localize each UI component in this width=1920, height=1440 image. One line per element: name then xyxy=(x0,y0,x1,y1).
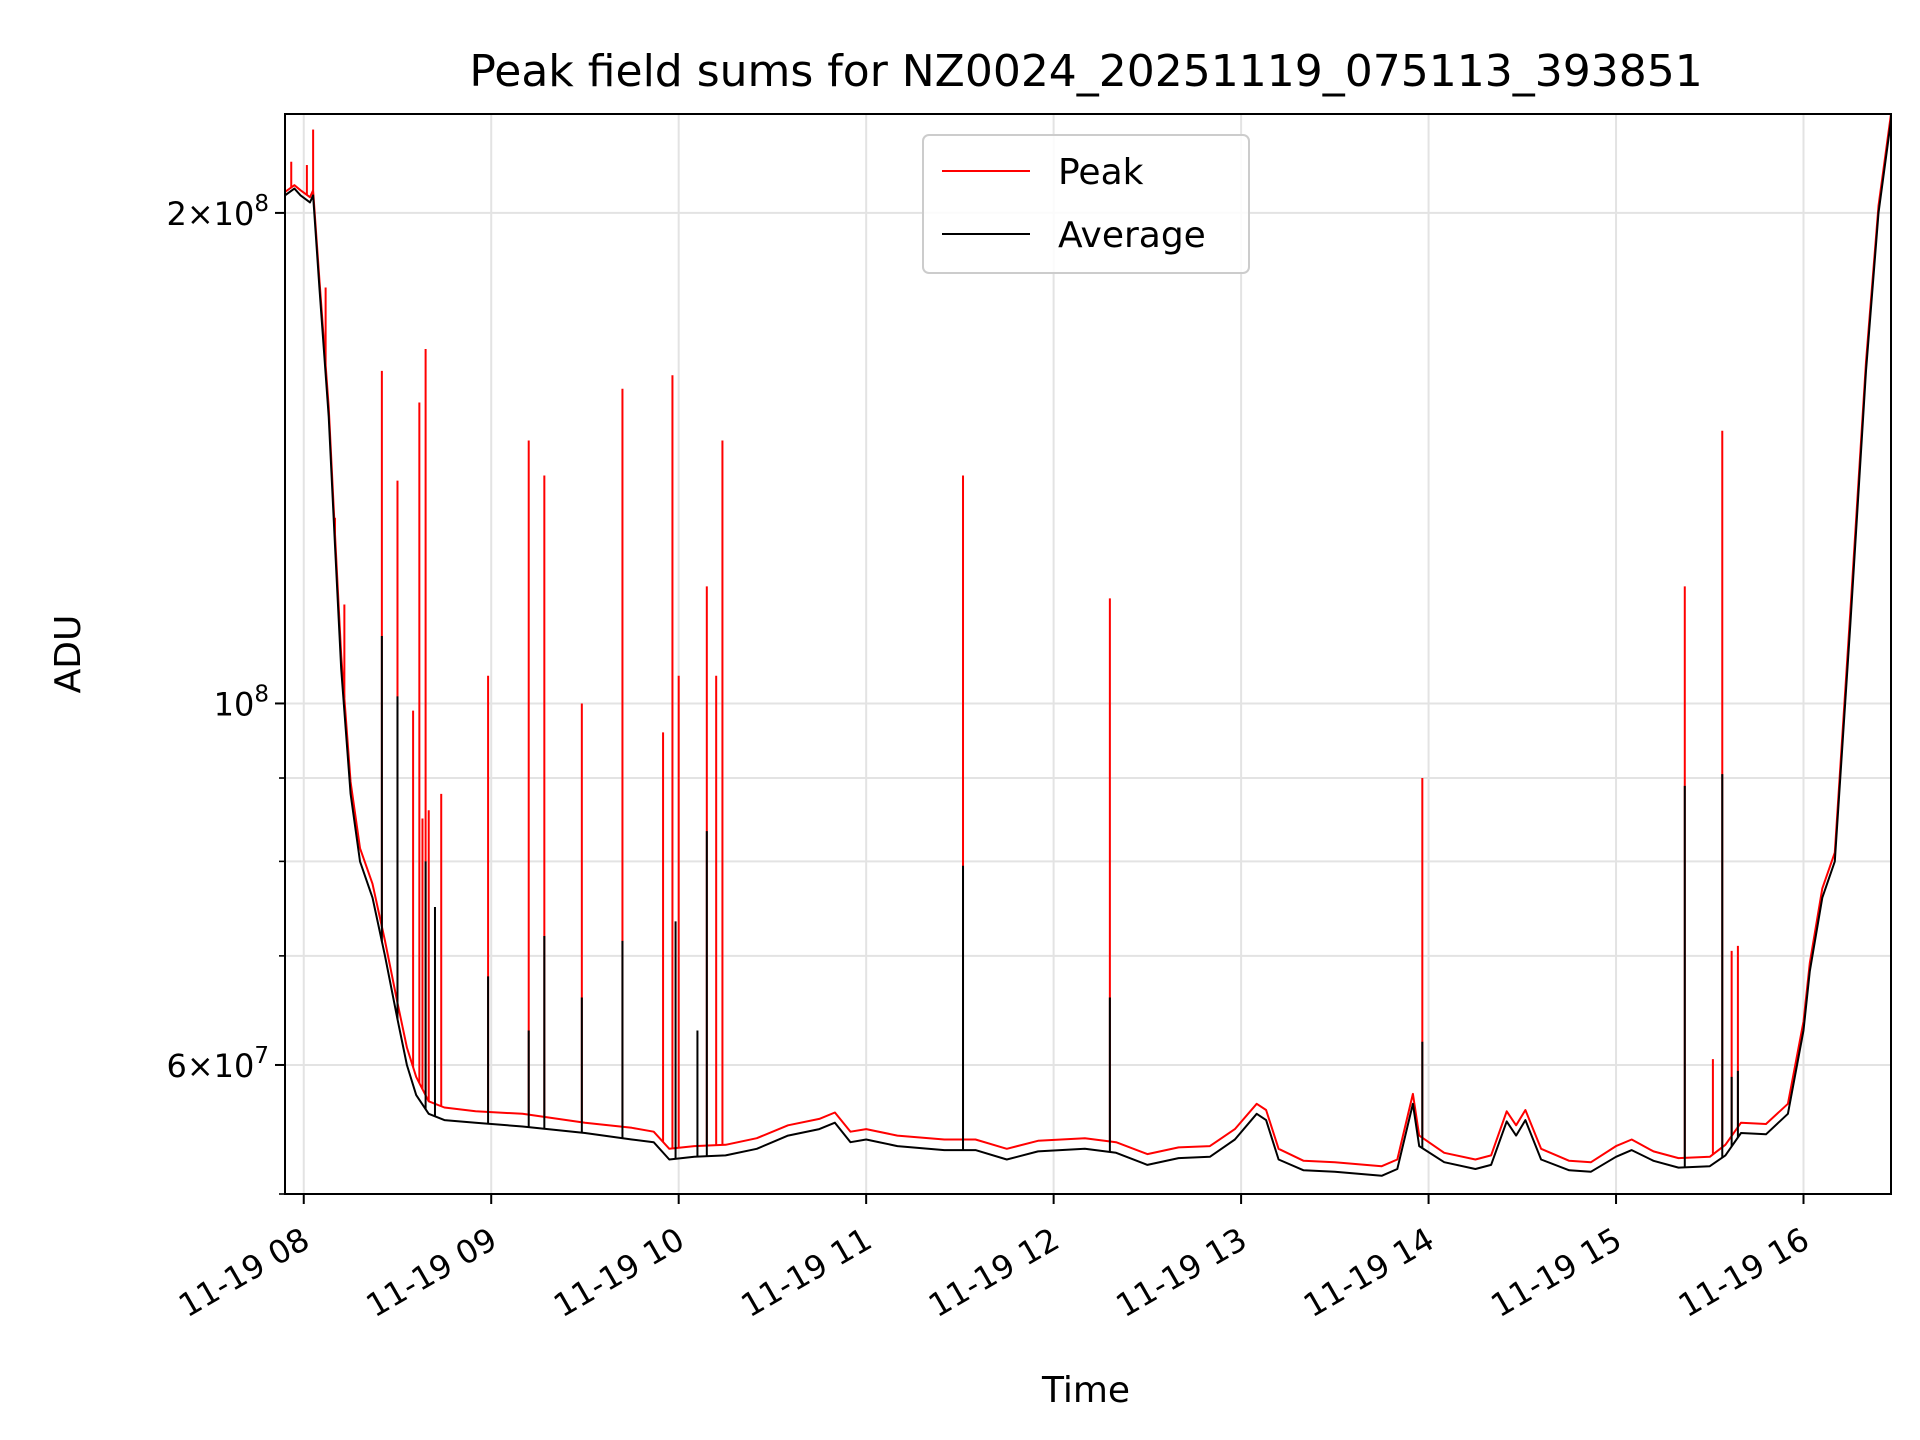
plot-frame xyxy=(284,113,1892,1195)
plot-area xyxy=(285,114,1891,1177)
legend-label-peak: Peak xyxy=(1058,152,1144,193)
peak-series-line xyxy=(285,114,1891,1168)
average-series-line xyxy=(285,120,1891,1177)
y-tick-label: 6×107 xyxy=(166,1043,269,1085)
y-tick-label: 108 xyxy=(214,681,269,723)
y-axis: 2×108 108 6×107 xyxy=(166,191,285,1195)
legend: Peak Average xyxy=(922,134,1250,274)
chart-title: Peak field sums for NZ0024_20251119_0751… xyxy=(469,46,1702,97)
legend-box xyxy=(922,134,1250,274)
y-tick-label: 2×108 xyxy=(166,191,269,233)
series-layer xyxy=(285,114,1891,1177)
y-axis-label: ADU xyxy=(48,615,89,694)
legend-label-average: Average xyxy=(1058,215,1206,256)
x-axis-label: Time xyxy=(1041,1370,1130,1411)
